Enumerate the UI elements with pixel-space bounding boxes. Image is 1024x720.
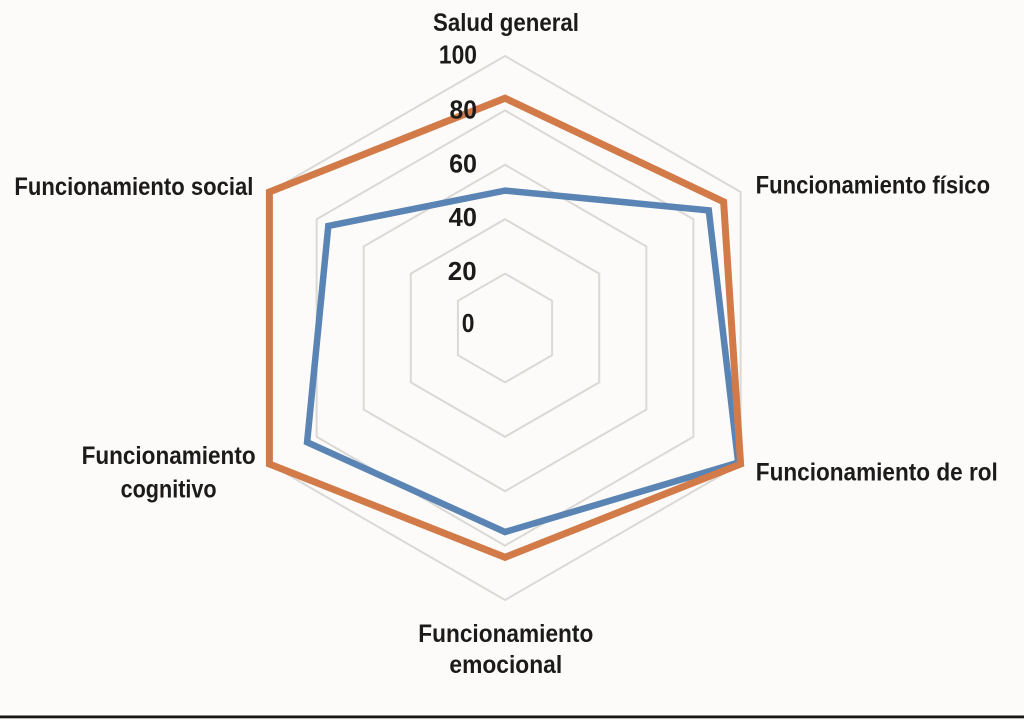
svg-text:80: 80 [450,94,478,124]
svg-text:60: 60 [449,149,477,179]
svg-text:cognitivo: cognitivo [121,475,217,503]
svg-text:40: 40 [449,202,477,232]
svg-text:Funcionamiento: Funcionamiento [82,442,256,470]
svg-text:100: 100 [439,39,477,69]
svg-text:Funcionamiento físico: Funcionamiento físico [756,171,991,199]
svg-text:Funcionamiento social: Funcionamiento social [14,173,253,201]
svg-text:Salud general: Salud general [433,9,579,37]
svg-text:20: 20 [448,256,477,286]
svg-text:Funcionamiento de rol: Funcionamiento de rol [756,458,998,486]
svg-text:0: 0 [462,308,475,338]
svg-text:Funcionamiento: Funcionamiento [418,620,593,648]
svg-text:emocional: emocional [449,651,562,679]
